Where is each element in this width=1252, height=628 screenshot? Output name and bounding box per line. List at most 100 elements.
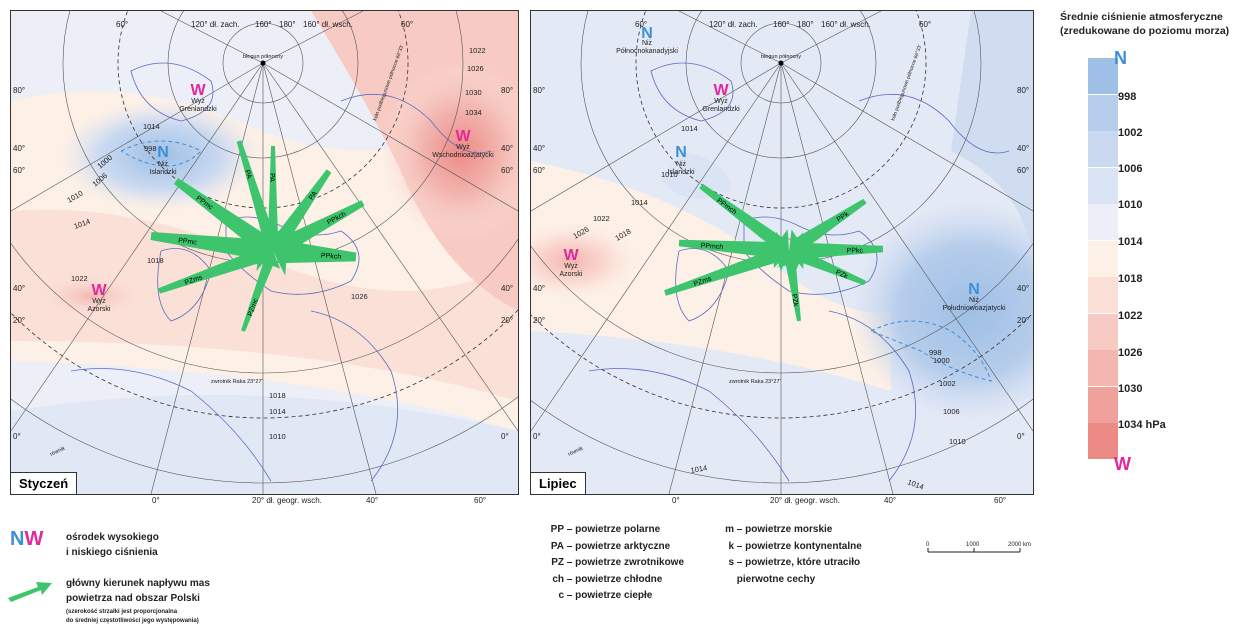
scale-low-letter: N [1114,48,1127,68]
scale-color-box [1088,131,1118,167]
scale-color-box [1088,277,1118,313]
pressure-center-name: Wschodnioazjatycki [432,152,494,159]
scale-color-box [1088,350,1118,386]
lat-label: 80° [1017,86,1029,95]
top-axis-label: 120° dł. zach. [709,20,758,29]
airmass-arrow [260,146,286,251]
pressure-center-name: Niż [642,40,653,47]
code-desc: – powietrze kontynentalne [734,540,862,552]
airmass-arrow [158,240,273,294]
high-center-letter: W [455,128,471,145]
scale-title-line2: (zredukowane do poziomu morza) [1060,25,1230,37]
airmass-arrow-label: PPkc [847,247,864,254]
bottom-axis-label: 20° dł. geogr. wsch. [770,496,840,505]
top-axis-label: 160° dł. wsch. [821,20,871,29]
lat-label: 20° [1017,316,1029,325]
airmass-arrow [273,228,357,276]
code-abbr: PZ [551,557,564,568]
legend-nw-symbol: NW [10,528,43,551]
map-january: PA PA PPmc PA PPkch PPmc PPkch PZms PZmc 60° 120… [10,10,519,495]
high-center-letter: W [190,82,206,99]
isobar-label: 1026 [351,292,368,301]
pressure-center-name: Wyż [456,144,470,151]
isobar-label: 1014 [269,407,286,416]
low-center-letter: N [641,25,653,42]
map-july-title: Lipiec [531,472,586,494]
pole-label: biegun północny [243,54,283,60]
pressure-center-name: Wyż [564,263,578,270]
high-center-letter: W [563,247,579,264]
airmass-arrow [678,231,789,269]
scale-bar-label: 1000 [966,542,980,548]
airmass-arrow-label: PPmch [700,243,723,252]
code-abbr: c [558,590,564,601]
scale-title-line1: Średnie ciśnienie atmosferyczne [1060,11,1223,23]
scale-bar-label: 2000 km [1008,542,1031,548]
pressure-center-name: Azorski [560,271,583,278]
airmass-arrow-label: PPmc [178,237,198,246]
code-desc: pierwotne cechy [734,573,816,585]
lat-label: 0° [1017,432,1025,441]
legend-n-letter: N [10,528,25,550]
airmass-arrow [699,183,789,256]
legend-arrow-icon [8,582,52,602]
lat-label: 0° [533,432,541,441]
tropic-label: zwrotnik Raka 23°27' [211,379,263,385]
pressure-center-name: Azorski [88,306,111,313]
isobar-label: 1014 [681,124,698,133]
high-center-letter: W [91,282,107,299]
top-axis-label: 180° [279,20,296,29]
code-abbr: m [725,524,734,535]
legend-arrow-note-2: do średniej częstotliwości jego występow… [66,618,199,624]
isobar-label: 1010 [949,437,966,446]
isobar-label: 1026 [467,64,484,73]
pressure-center-name: Niż [676,161,687,168]
top-axis-label: 120° dł. zach. [191,20,240,29]
map-january-title: Styczeń [11,472,78,494]
pressure-center-name: Południowoazjatycki [942,305,1005,312]
airmass-arrow [778,251,804,322]
airmass-arrow [236,140,283,251]
code-row: pierwotne cechy [708,572,862,589]
top-axis-label: 160° dł. wsch. [303,20,353,29]
scale-color-box [1088,58,1118,94]
low-center-letter: N [675,144,687,161]
isobar-label: 998 [929,348,942,357]
scale-high-letter: W [1114,454,1131,474]
scale-label: 1026 [1118,347,1143,359]
scale-color-box [1088,204,1118,240]
pressure-center-name: Islandzki [667,169,695,176]
pole-label: biegun północny [761,54,801,60]
code-row: ch – powietrze chłodne [538,572,684,589]
lat-label: 0° [501,432,509,441]
isobar-label: 1000 [933,356,950,365]
top-axis-label: 60° [116,20,128,29]
lat-label: 40° [13,144,25,153]
lat-label: 40° [533,284,545,293]
isobar-label: 1022 [71,274,88,283]
code-row: c – powietrze ciepłe [538,588,684,605]
lat-label: 80° [13,86,25,95]
pressure-center-name: Niż [158,161,169,168]
top-axis-label: 180° [797,20,814,29]
code-abbr: PP [550,524,564,535]
lat-label: 40° [13,284,25,293]
code-abbr: ch [552,573,564,585]
top-axis-label: 60° [635,20,647,29]
isobar-label: 1034 [465,108,482,117]
pressure-center-name: Północnokanadyjski [616,48,678,55]
code-row: m – powietrze morskie [708,522,862,539]
isobar-label: 1014 [631,198,648,207]
scale-label: 1002 [1118,127,1143,139]
scale-label: 1014 [1118,236,1143,248]
isobar-label: 1010 [269,432,286,441]
bottom-axis-label: 60° [994,496,1007,505]
bottom-axis-label: 40° [366,496,379,505]
code-abbr: PA [550,540,564,552]
high-center-letter: W [713,82,729,99]
top-axis-label: 160° [255,20,272,29]
bottom-axis-label: 0° [672,496,680,505]
pressure-center-name: Islandzki [149,169,177,176]
airmass-arrow [664,239,789,296]
